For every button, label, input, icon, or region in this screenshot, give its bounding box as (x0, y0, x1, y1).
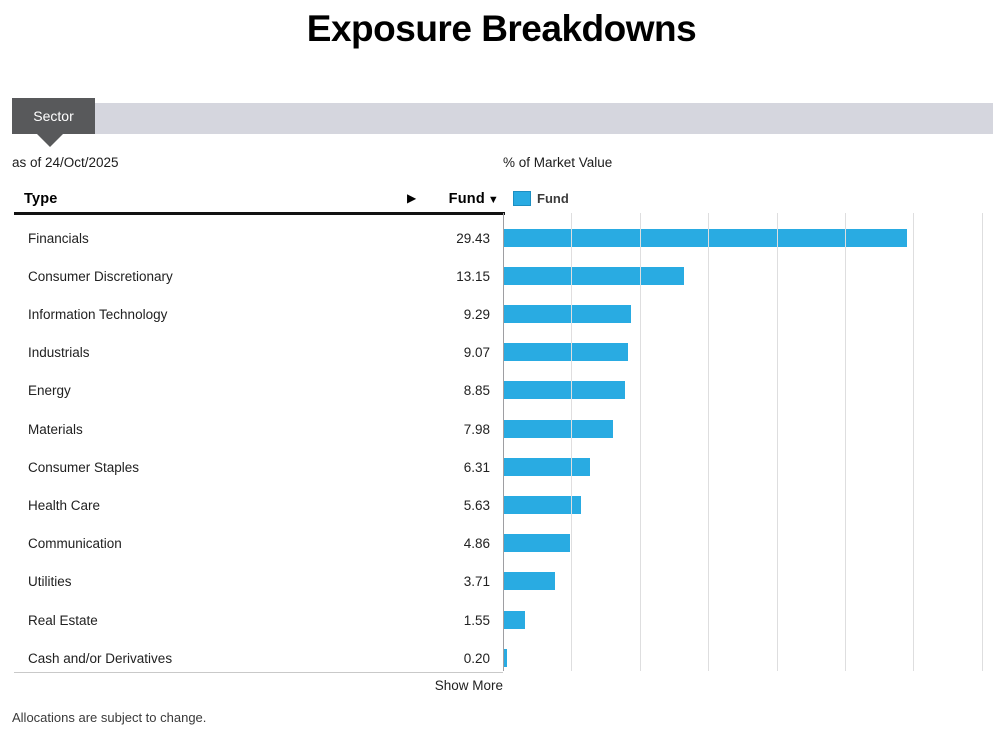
fund-bar (504, 381, 626, 400)
sector-value: 3.71 (463, 574, 490, 590)
sector-label: Industrials (28, 345, 90, 361)
chart-axis-line (503, 213, 504, 671)
sector-table-body: Financials 29.43 Consumer Discretionary 13.… (0, 213, 503, 672)
sector-label: Cash and/or Derivatives (28, 650, 173, 666)
table-row: Utilities 3.71 (0, 563, 503, 601)
sector-value: 1.55 (463, 612, 490, 628)
scroll-right-icon[interactable]: ▶ (407, 191, 417, 205)
tab-sector-label: Sector (33, 108, 74, 124)
sector-value: 5.63 (463, 497, 490, 513)
table-row: Health Care 5.63 (0, 486, 503, 524)
chart-axis-title: % of Market Value (503, 155, 613, 170)
sector-value: 9.29 (463, 306, 490, 322)
sector-value: 0.20 (463, 650, 490, 666)
chart-gridline (708, 213, 710, 671)
legend-fund-label: Fund (537, 191, 569, 206)
table-row: Industrials 9.07 (0, 334, 503, 372)
chart-legend: Fund (513, 191, 569, 206)
chart-gridline (981, 213, 983, 671)
sector-label: Health Care (28, 497, 101, 513)
fund-bar (504, 228, 907, 247)
chart-gridline (913, 213, 915, 671)
chart-gridline (639, 213, 641, 671)
sector-label: Consumer Staples (28, 459, 140, 475)
fund-bar (504, 572, 555, 591)
sector-label: Information Technology (28, 306, 168, 322)
fund-bar (504, 534, 571, 553)
chart-gridline (845, 213, 846, 671)
table-bottom-border (14, 672, 503, 673)
fund-bar (504, 610, 526, 629)
fund-bar-chart (503, 213, 993, 671)
sector-value: 7.98 (463, 421, 490, 437)
sector-value: 29.43 (456, 230, 490, 246)
sector-label: Communication (28, 536, 122, 552)
fund-bar (504, 343, 629, 362)
fund-bar (504, 419, 614, 438)
legend-fund-swatch (513, 191, 531, 206)
header-underline (14, 212, 505, 215)
column-header-type: Type (24, 191, 58, 207)
fund-bar (504, 304, 632, 323)
sector-label: Energy (28, 383, 71, 399)
table-row: Real Estate 1.55 (0, 601, 503, 639)
column-header-fund-label: Fund (448, 191, 485, 207)
sector-label: Financials (28, 230, 89, 246)
column-header-fund-sort[interactable]: Fund ▼ (449, 191, 499, 207)
table-row: Energy 8.85 (0, 372, 503, 410)
table-row: Consumer Staples 6.31 (0, 448, 503, 486)
show-more-link[interactable]: Show More (434, 678, 503, 693)
sector-value: 13.15 (456, 268, 490, 284)
sector-value: 8.85 (463, 383, 490, 399)
tab-strip (12, 103, 993, 134)
footer-disclaimer: Allocations are subject to change. (12, 710, 207, 725)
sector-value: 9.07 (463, 345, 490, 361)
as-of-date: as of 24/Oct/2025 (12, 155, 119, 170)
sector-label: Consumer Discretionary (28, 268, 173, 284)
fund-bar (504, 457, 591, 476)
fund-bar (504, 648, 507, 667)
sector-label: Materials (28, 421, 83, 437)
table-row: Materials 7.98 (0, 410, 503, 448)
fund-bar (504, 266, 684, 285)
fund-bar (504, 495, 582, 514)
tab-sector[interactable]: Sector (12, 98, 95, 134)
chart-gridline (776, 213, 778, 671)
sector-value: 4.86 (463, 536, 490, 552)
table-row: Communication 4.86 (0, 525, 503, 563)
table-row: Cash and/or Derivatives 0.20 (0, 639, 503, 677)
chart-gridline (571, 213, 573, 671)
sector-label: Real Estate (28, 612, 98, 628)
sector-label: Utilities (28, 574, 72, 590)
table-row: Consumer Discretionary 13.15 (0, 257, 503, 295)
table-row: Information Technology 9.29 (0, 295, 503, 333)
table-row: Financials 29.43 (0, 219, 503, 257)
page-title: Exposure Breakdowns (306, 8, 697, 49)
tab-pointer-icon (37, 134, 63, 147)
sort-desc-icon: ▼ (487, 194, 499, 206)
sector-value: 6.31 (463, 459, 490, 475)
